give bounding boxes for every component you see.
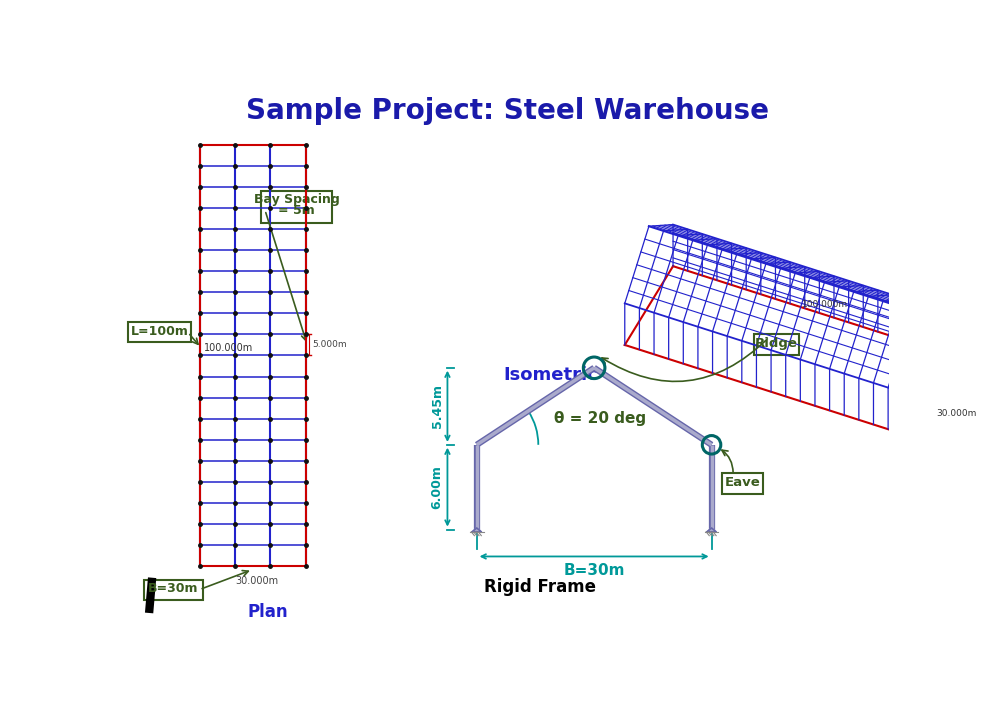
Text: Rigid Frame: Rigid Frame [485, 578, 597, 596]
FancyBboxPatch shape [261, 191, 332, 223]
Text: θ = 20 deg: θ = 20 deg [554, 411, 646, 426]
FancyBboxPatch shape [128, 322, 191, 343]
Text: Ridge: Ridge [755, 338, 798, 351]
Text: Sample Project: Steel Warehouse: Sample Project: Steel Warehouse [246, 97, 769, 125]
Text: 30.000m: 30.000m [235, 576, 278, 586]
Text: L=100m: L=100m [131, 325, 188, 338]
Text: Plan: Plan [248, 604, 288, 622]
Text: 5.000m: 5.000m [313, 341, 347, 349]
Text: Isometric: Isometric [503, 367, 599, 384]
Text: Eave: Eave [724, 476, 760, 489]
Polygon shape [707, 528, 716, 532]
Text: 5.45m: 5.45m [431, 385, 444, 428]
Text: B=30m: B=30m [148, 582, 198, 595]
Text: 6.00m: 6.00m [431, 465, 444, 509]
Text: 100.000m: 100.000m [204, 343, 254, 353]
Text: Bay Spacing: Bay Spacing [254, 194, 339, 207]
Text: = 5m: = 5m [278, 204, 315, 217]
FancyBboxPatch shape [754, 334, 799, 356]
Polygon shape [472, 528, 482, 532]
Text: B=30m: B=30m [563, 562, 625, 578]
FancyBboxPatch shape [721, 473, 763, 494]
Text: 30.000m: 30.000m [936, 409, 977, 418]
FancyBboxPatch shape [144, 580, 202, 599]
Text: 100.000m: 100.000m [803, 300, 848, 309]
